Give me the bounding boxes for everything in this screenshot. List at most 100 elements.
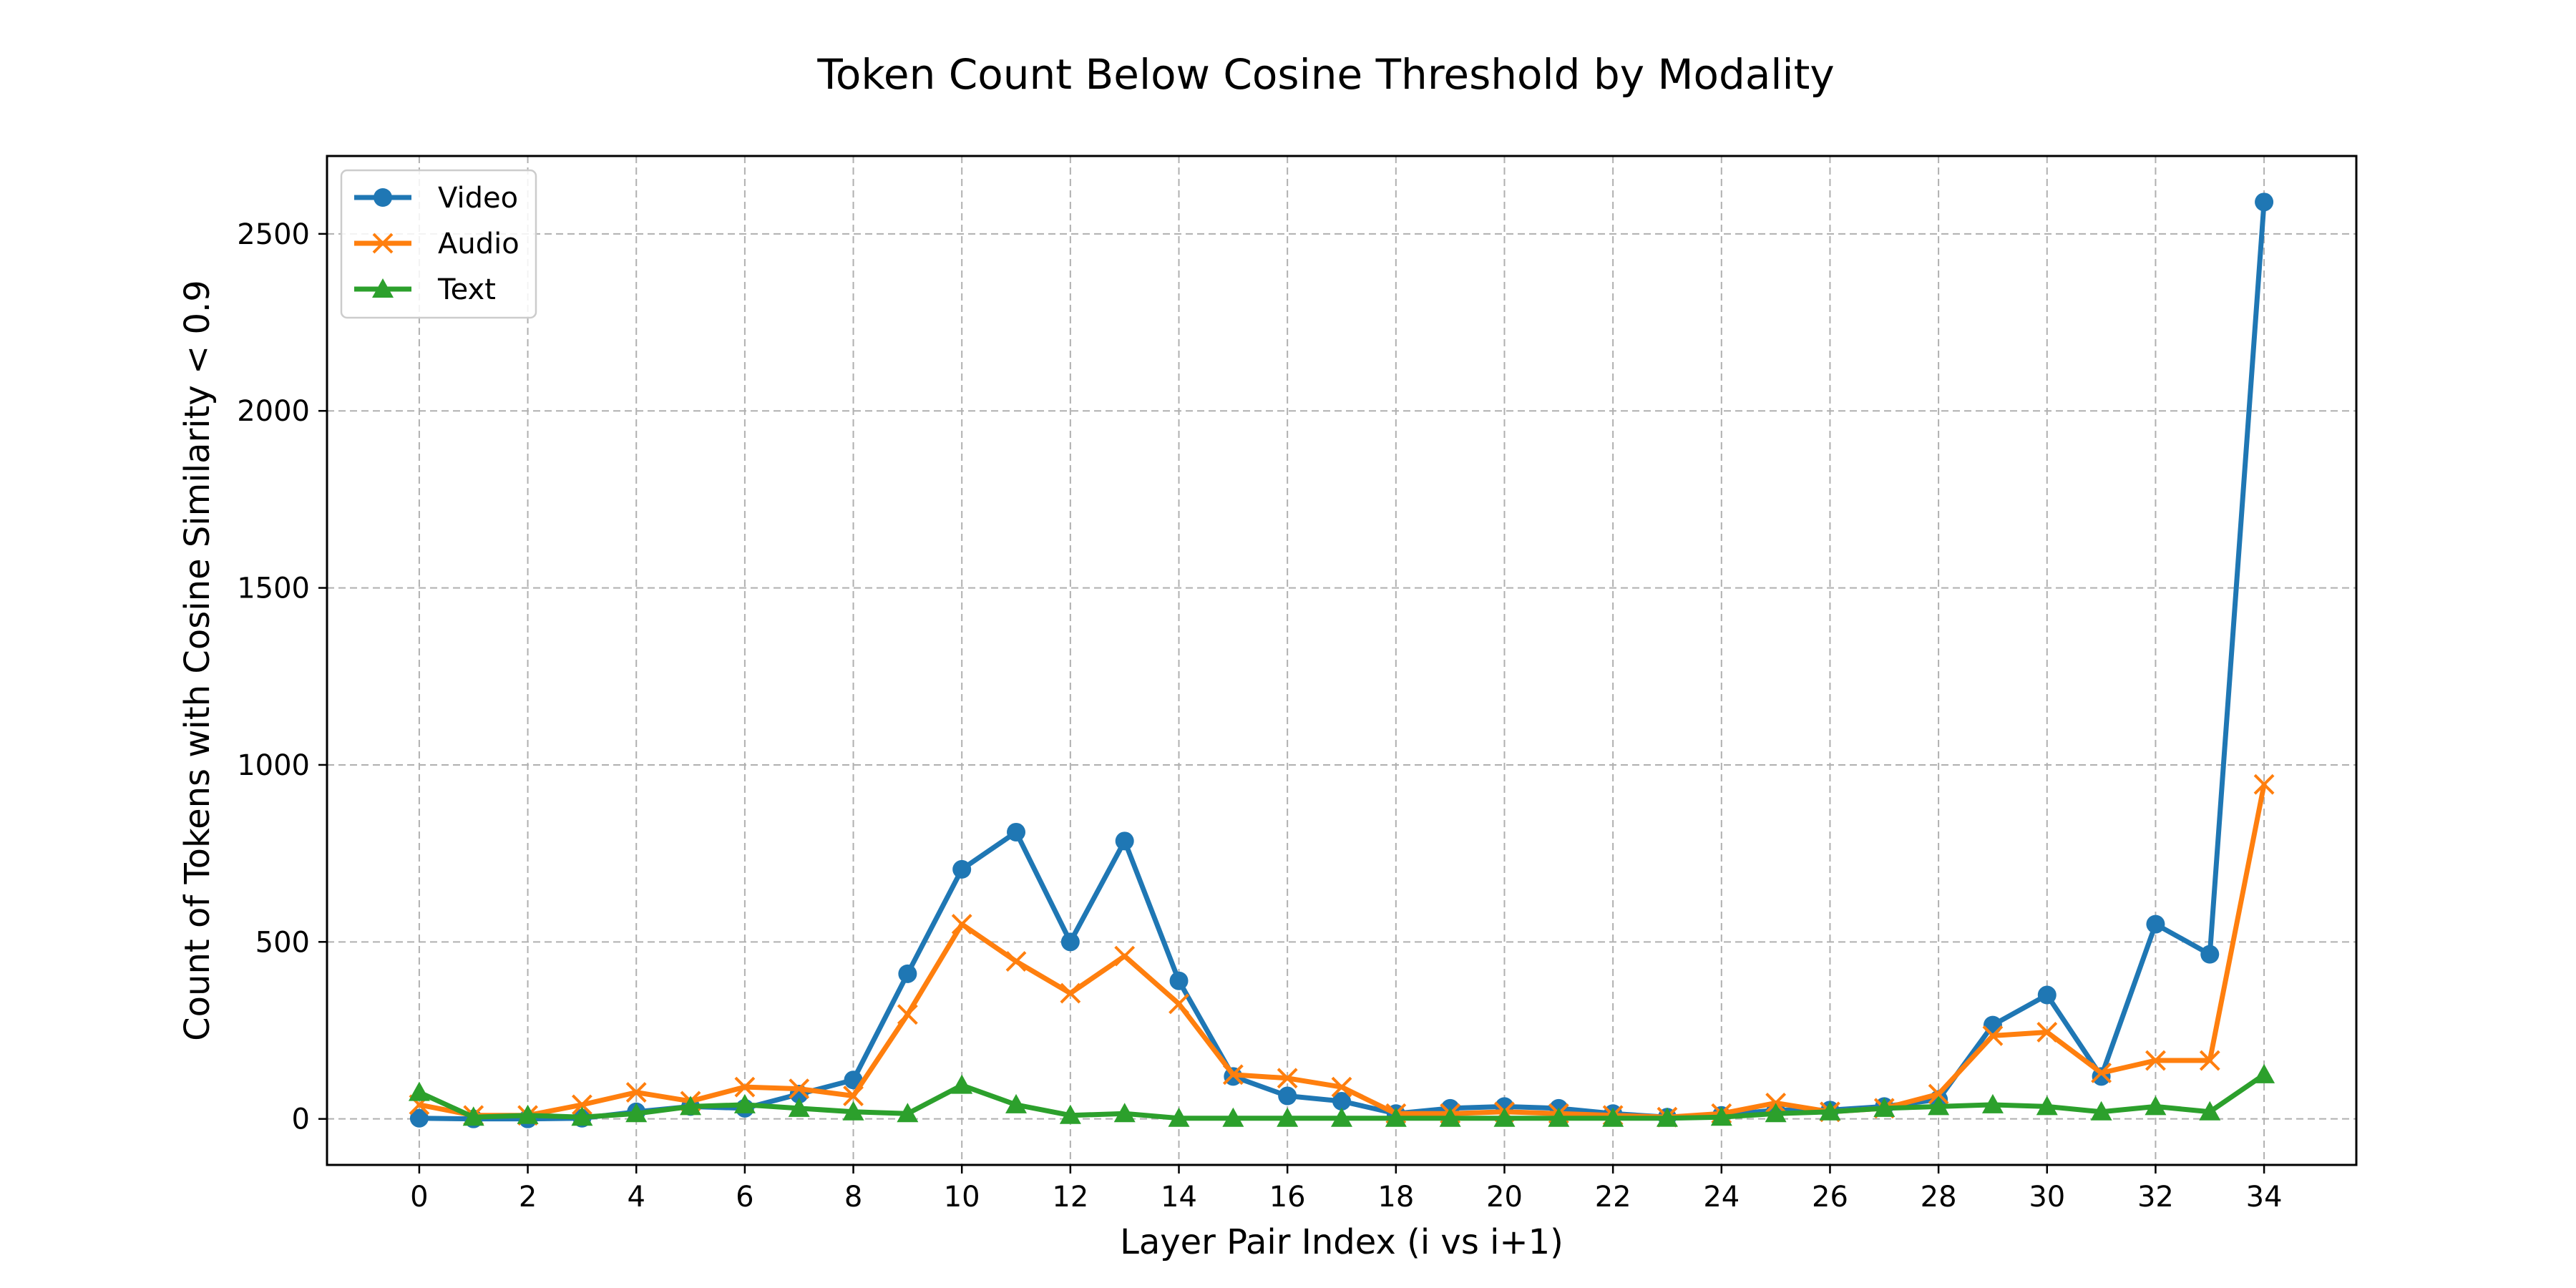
x-tick-label: 12 [1052,1181,1088,1214]
x-tick-label: 22 [1595,1181,1631,1214]
data-point-audio [1060,982,1081,1004]
data-point-video [409,1108,429,1128]
series-text [408,1063,2275,1127]
data-point-audio [1114,945,1136,967]
data-point-text [1168,1107,1190,1127]
data-point-text [1331,1107,1352,1127]
y-tick-label: 2500 [237,218,310,251]
data-point-text [1385,1107,1407,1127]
data-point-video [1169,971,1189,990]
data-point-audio [1005,951,1027,972]
data-point-text [680,1096,702,1116]
legend-entry-video: Video [354,182,518,215]
data-point-audio [571,1094,592,1116]
data-point-text [2090,1101,2112,1121]
data-point-video [952,859,972,879]
data-point-text [571,1106,593,1126]
data-point-text [2253,1063,2275,1083]
y-axis-ticks: 0 500 1000 1500 2000 2500 [237,218,327,1136]
y-axis-label: Count of Tokens with Cosine Similarity <… [177,280,218,1041]
data-point-text [1710,1106,1732,1126]
data-point-text [2145,1096,2167,1116]
legend-entry-text: Text [354,273,496,306]
data-point-video [1007,822,1026,841]
data-point-text [1928,1096,1950,1116]
chart-title: Token Count Below Cosine Threshold by Mo… [816,50,1834,99]
data-point-audio [1331,1076,1352,1098]
x-tick-label: 16 [1269,1181,1306,1214]
data-point-audio [2145,1050,2166,1071]
legend-label: Audio [438,228,519,260]
data-point-audio [2253,774,2275,795]
legend-label: Text [437,273,496,306]
data-point-audio [2091,1062,2112,1083]
data-point-text [1493,1107,1516,1127]
x-axis-ticks: 0 2 4 6 8 10 12 14 16 18 20 22 24 26 28 30 32 34 [410,1165,2283,1214]
legend-marker [372,278,394,298]
y-tick-label: 0 [292,1103,310,1136]
data-point-audio [789,1078,810,1100]
x-tick-label: 26 [1812,1181,1848,1214]
data-point-audio [1928,1083,1949,1105]
data-point-text [897,1103,919,1123]
data-point-text [1005,1093,1028,1113]
data-point-text [733,1093,756,1113]
data-point-audio [1222,1064,1244,1085]
data-point-text [462,1106,484,1126]
data-point-text [1981,1093,2004,1113]
data-point-video [1332,1091,1351,1111]
data-point-text [1602,1107,1624,1127]
x-tick-label: 4 [627,1181,645,1214]
data-point-text [788,1097,810,1117]
data-point-text [1439,1107,1461,1127]
data-point-audio [2036,1022,2058,1043]
data-point-text [1222,1107,1244,1127]
series-group [408,192,2275,1128]
x-tick-label: 6 [736,1181,753,1214]
data-point-text [842,1101,864,1121]
x-tick-label: 34 [2246,1181,2283,1214]
data-point-audio [1169,993,1189,1015]
data-point-audio [734,1076,756,1098]
x-tick-label: 18 [1377,1181,1414,1214]
x-tick-label: 14 [1161,1181,1197,1214]
series-audio [409,774,2275,1128]
y-tick-label: 500 [255,926,310,959]
y-tick-label: 2000 [237,395,310,428]
legend-entry-audio: Audio [354,228,519,260]
data-point-video [2146,914,2165,934]
data-point-audio [951,914,972,935]
data-point-text [2036,1096,2058,1116]
legend: Video Audio Text [340,169,537,319]
data-point-text [951,1074,973,1094]
data-point-video [2255,192,2274,212]
data-point-text [625,1103,648,1123]
data-point-text [1765,1103,1787,1123]
data-point-audio [2199,1050,2220,1071]
x-tick-label: 10 [944,1181,980,1214]
data-point-audio [1982,1025,2004,1046]
data-point-audio [625,1082,647,1103]
x-tick-label: 30 [2029,1181,2065,1214]
data-point-audio [1277,1068,1298,1089]
plot-frame [326,155,2358,1166]
legend-label: Video [438,182,518,215]
data-point-text [1873,1097,1896,1117]
y-tick-label: 1000 [237,749,310,782]
x-tick-label: 24 [1703,1181,1740,1214]
data-point-video [2037,985,2057,1005]
data-point-text [517,1104,539,1124]
x-tick-label: 8 [844,1181,862,1214]
y-tick-label: 1500 [237,572,310,605]
data-point-video [898,964,917,983]
x-tick-label: 32 [2137,1181,2174,1214]
data-point-audio [843,1085,864,1106]
data-point-text [1059,1104,1081,1124]
data-point-video [1115,831,1134,851]
x-axis-label: Layer Pair Index (i vs i+1) [1120,1222,1563,1262]
data-point-text [2199,1101,2221,1121]
x-tick-label: 0 [410,1181,428,1214]
legend-marker [374,188,392,207]
x-tick-label: 20 [1486,1181,1523,1214]
data-point-text [1548,1107,1570,1127]
